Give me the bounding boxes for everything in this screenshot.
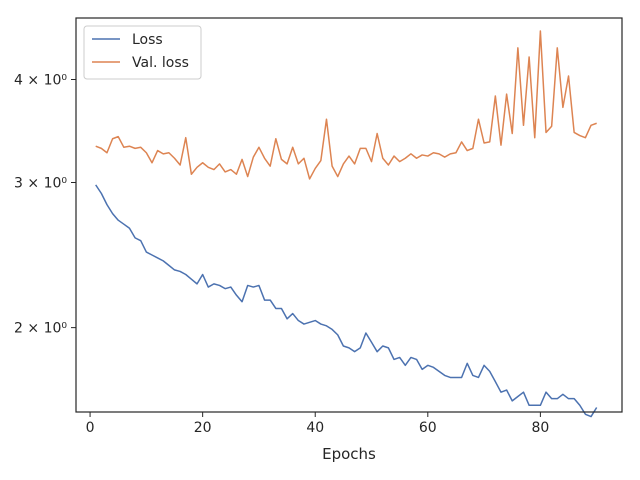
series-line-val-loss [95,30,597,180]
legend-label: Val. loss [132,55,189,71]
x-tick-label: 20 [194,420,212,436]
y-tick-label: 2 × 10⁰ [14,321,67,337]
x-axis-label: Epochs [322,445,376,463]
axes-frame [75,17,623,413]
x-tick-label: 80 [531,420,549,436]
x-tick-label: 40 [306,420,324,436]
x-tick-label: 0 [86,420,95,436]
ticks-layer: 0 20 40 60 80 2 × 10⁰ 3 × 10⁰ 4 × 10⁰ [14,73,549,436]
legend: Loss Val. loss [83,25,202,80]
series-line-loss [95,184,598,418]
y-tick-label: 3 × 10⁰ [14,175,67,191]
series-layer [95,30,598,418]
legend-label: Loss [132,32,163,48]
y-tick-label: 4 × 10⁰ [14,73,67,89]
x-tick-label: 60 [419,420,437,436]
